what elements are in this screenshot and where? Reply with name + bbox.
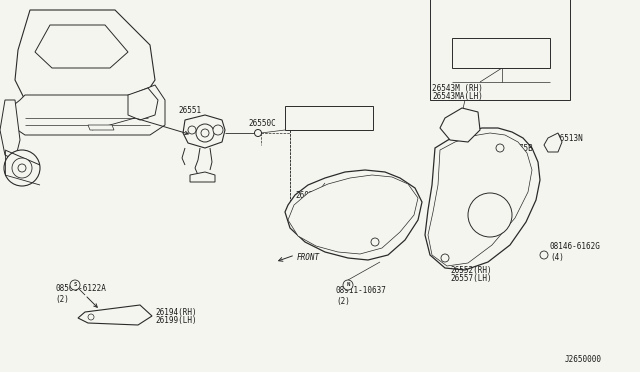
Circle shape xyxy=(88,314,94,320)
Text: 26555+A(LH): 26555+A(LH) xyxy=(477,57,527,65)
Circle shape xyxy=(188,126,196,134)
Circle shape xyxy=(201,129,209,137)
Text: S: S xyxy=(74,282,77,288)
Text: J2650000: J2650000 xyxy=(565,356,602,365)
Text: 26194(RH): 26194(RH) xyxy=(155,308,196,317)
Polygon shape xyxy=(78,305,152,325)
Polygon shape xyxy=(35,25,128,68)
Circle shape xyxy=(70,280,80,290)
Text: 26075HA: 26075HA xyxy=(295,190,328,199)
Circle shape xyxy=(18,164,26,172)
Text: 26550 (RH): 26550 (RH) xyxy=(306,112,352,121)
Circle shape xyxy=(343,280,353,290)
Text: 08146-6162G
(4): 08146-6162G (4) xyxy=(550,242,601,262)
Text: N: N xyxy=(346,282,349,288)
Text: 26551: 26551 xyxy=(179,106,202,115)
Polygon shape xyxy=(288,175,418,254)
Circle shape xyxy=(468,193,512,237)
Polygon shape xyxy=(88,125,114,130)
Text: FRONT: FRONT xyxy=(297,253,320,262)
Text: 26550C: 26550C xyxy=(248,119,276,128)
Polygon shape xyxy=(15,10,155,115)
Circle shape xyxy=(12,158,32,178)
Circle shape xyxy=(196,124,214,142)
Polygon shape xyxy=(440,108,480,142)
Text: 26513N: 26513N xyxy=(555,134,583,142)
Circle shape xyxy=(371,238,379,246)
FancyBboxPatch shape xyxy=(452,38,550,68)
Circle shape xyxy=(4,150,40,186)
Polygon shape xyxy=(285,170,422,260)
Circle shape xyxy=(540,251,548,259)
Polygon shape xyxy=(190,172,215,182)
Polygon shape xyxy=(425,128,540,270)
Text: 26075H: 26075H xyxy=(320,218,348,227)
Text: 26075B: 26075B xyxy=(505,144,532,153)
FancyBboxPatch shape xyxy=(285,106,373,130)
Polygon shape xyxy=(0,100,20,160)
Text: 26557(LH): 26557(LH) xyxy=(450,273,492,282)
Polygon shape xyxy=(183,115,225,148)
Text: 26543M (RH): 26543M (RH) xyxy=(432,83,483,93)
FancyBboxPatch shape xyxy=(430,0,570,100)
Text: 26555 (LH): 26555 (LH) xyxy=(306,119,352,128)
Circle shape xyxy=(441,254,449,262)
Text: 08566-6122A
(2): 08566-6122A (2) xyxy=(55,284,106,304)
Polygon shape xyxy=(544,133,562,152)
Text: 26543MA(LH): 26543MA(LH) xyxy=(432,92,483,100)
Polygon shape xyxy=(128,88,158,120)
Circle shape xyxy=(255,129,262,137)
Text: 26552(RH): 26552(RH) xyxy=(450,266,492,275)
Text: 26199(LH): 26199(LH) xyxy=(155,315,196,324)
Text: 08911-10637
(2): 08911-10637 (2) xyxy=(336,286,387,306)
Circle shape xyxy=(213,125,223,135)
Polygon shape xyxy=(428,133,532,266)
Text: 26550+A (RH): 26550+A (RH) xyxy=(474,48,530,57)
Polygon shape xyxy=(10,85,165,135)
Circle shape xyxy=(496,144,504,152)
